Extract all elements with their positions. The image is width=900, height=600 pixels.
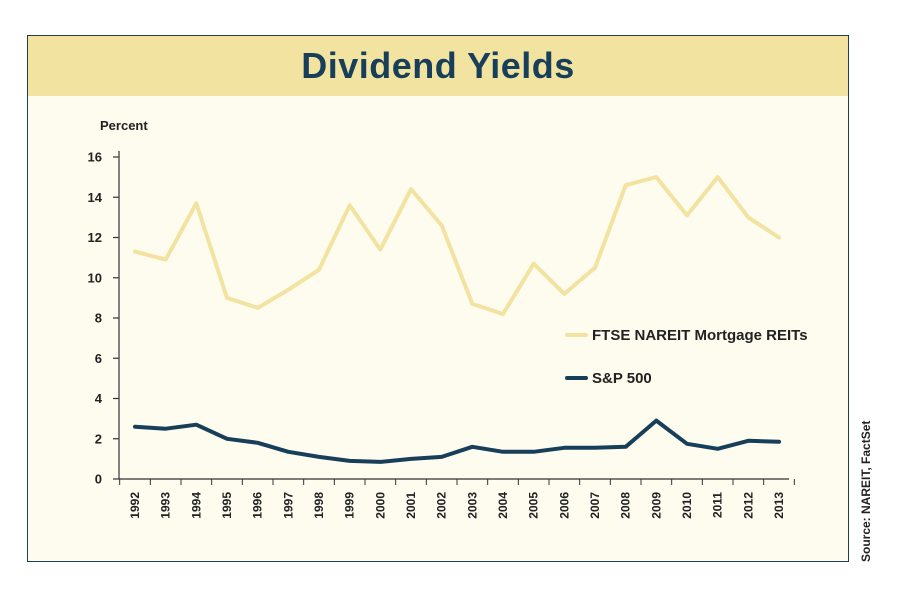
x-tick-label: 1994	[189, 492, 203, 519]
legend-label-0: FTSE NAREIT Mortgage REITs	[592, 327, 808, 344]
y-tick-label: 6	[95, 351, 102, 366]
chart-title: Dividend Yields	[301, 45, 575, 86]
y-tick-label: 4	[95, 391, 103, 406]
x-tick-label: 2003	[465, 492, 479, 519]
x-tick-label: 2010	[680, 492, 694, 519]
x-tick-label: 2009	[649, 492, 663, 519]
x-tick-label: 1999	[343, 492, 357, 519]
chart-header: Dividend Yields	[28, 36, 848, 96]
y-tick-label: 2	[95, 431, 102, 446]
y-tick-label: 0	[95, 472, 102, 487]
legend-label-1: S&P 500	[592, 370, 652, 387]
x-tick-label: 2011	[711, 492, 725, 518]
chart-frame: Dividend Yields	[27, 35, 849, 562]
x-tick-label: 2002	[435, 492, 449, 519]
y-tick-label: 8	[95, 311, 102, 326]
y-tick-label: 14	[88, 190, 103, 205]
x-tick-label: 1996	[251, 492, 265, 519]
x-tick-label: 1998	[312, 492, 326, 519]
x-tick-label: 2005	[527, 492, 541, 519]
x-tick-label: 2008	[619, 492, 633, 519]
x-tick-label: 1993	[159, 492, 173, 519]
x-tick-label: 1997	[281, 492, 295, 519]
x-tick-label: 1992	[128, 492, 142, 519]
x-tick-label: 1995	[220, 492, 234, 519]
series-line-0	[133, 175, 781, 316]
y-tick-label: 16	[88, 150, 102, 165]
y-tick-label: 10	[88, 270, 102, 285]
x-tick-label: 2001	[404, 492, 418, 519]
y-tick-label: 12	[88, 230, 102, 245]
x-tick-label: 2013	[772, 492, 786, 519]
source-note: Source: NAREIT, FactSet	[859, 421, 873, 562]
x-tick-label: 2012	[741, 492, 755, 519]
series-line-1	[133, 418, 781, 464]
y-axis-label: Percent	[100, 118, 148, 133]
x-tick-label: 2004	[496, 492, 510, 519]
x-tick-label: 2006	[557, 492, 571, 519]
x-tick-label: 2007	[588, 492, 602, 519]
x-tick-label: 2000	[373, 492, 387, 519]
